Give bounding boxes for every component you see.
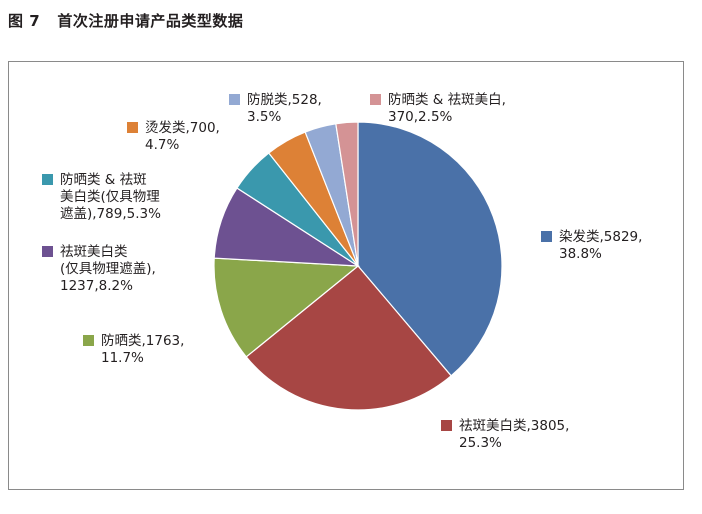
legend-swatch-6 <box>229 94 240 105</box>
slice-label-text: 38.8% <box>559 246 602 262</box>
slice-label-1: 祛斑美白类,3805, 25.3% <box>441 418 569 452</box>
legend-swatch-0 <box>541 231 552 242</box>
legend-swatch-4 <box>42 174 53 185</box>
slice-label-6: 防脱类,528, 3.5% <box>229 92 322 126</box>
slice-label-text: 3.5% <box>247 109 282 125</box>
legend-swatch-3 <box>42 246 53 257</box>
slice-label-text: 烫发类,700, <box>145 120 220 136</box>
slice-label-text: 防晒类 & 祛斑美白, <box>388 92 506 108</box>
legend-swatch-7 <box>370 94 381 105</box>
slice-label-text: 370,2.5% <box>388 109 453 125</box>
slice-label-2: 防晒类,1763, 11.7% <box>83 333 184 367</box>
slice-label-7: 防晒类 & 祛斑美白, 370,2.5% <box>370 92 506 126</box>
pie-slice-0 <box>357 121 503 377</box>
slice-label-5: 烫发类,700, 4.7% <box>127 120 220 154</box>
slice-label-3: 祛斑美白类 (仅具物理遮盖), 1237,8.2% <box>42 244 156 295</box>
chart-frame <box>8 61 684 490</box>
slice-label-text: 祛斑美白类,3805, <box>459 418 570 434</box>
slice-label-0: 染发类,5829, 38.8% <box>541 229 642 263</box>
slice-label-text: 染发类,5829, <box>559 229 643 245</box>
slice-label-text: 25.3% <box>459 435 502 451</box>
pie-slice-7 <box>335 121 359 267</box>
legend-swatch-2 <box>83 335 94 346</box>
slice-label-text: (仅具物理遮盖), <box>60 261 156 277</box>
slice-label-4: 防晒类 & 祛斑 美白类(仅具物理 遮盖),789,5.3% <box>42 172 161 223</box>
pie-slice-1 <box>245 265 452 411</box>
slice-label-text: 遮盖),789,5.3% <box>60 206 161 222</box>
legend-swatch-5 <box>127 122 138 133</box>
slice-label-text: 美白类(仅具物理 <box>60 189 160 205</box>
slice-label-text: 防晒类,1763, <box>101 333 185 349</box>
slice-label-text: 防脱类,528, <box>247 92 322 108</box>
figure-title: 图 7 首次注册申请产品类型数据 <box>8 12 244 30</box>
slice-label-text: 11.7% <box>101 350 144 366</box>
slice-label-text: 防晒类 & 祛斑 <box>60 172 147 188</box>
pie-slice-2 <box>213 257 360 358</box>
legend-swatch-1 <box>441 420 452 431</box>
slice-label-text: 4.7% <box>145 137 180 153</box>
slice-label-text: 1237,8.2% <box>60 278 133 294</box>
slice-label-text: 祛斑美白类 <box>60 244 128 260</box>
